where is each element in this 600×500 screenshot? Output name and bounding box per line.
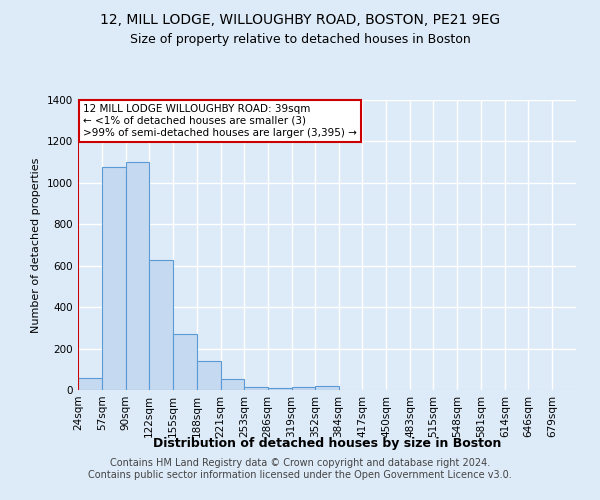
Bar xyxy=(197,361,221,390)
Bar xyxy=(149,260,173,390)
Bar xyxy=(244,387,268,390)
Bar xyxy=(268,388,292,390)
Text: Size of property relative to detached houses in Boston: Size of property relative to detached ho… xyxy=(130,32,470,46)
Bar xyxy=(78,378,102,390)
Bar xyxy=(292,387,316,390)
Bar xyxy=(316,386,338,390)
Text: Contains HM Land Registry data © Crown copyright and database right 2024.
Contai: Contains HM Land Registry data © Crown c… xyxy=(88,458,512,480)
Text: Distribution of detached houses by size in Boston: Distribution of detached houses by size … xyxy=(153,438,501,450)
Y-axis label: Number of detached properties: Number of detached properties xyxy=(31,158,41,332)
Bar xyxy=(102,168,126,390)
Text: 12, MILL LODGE, WILLOUGHBY ROAD, BOSTON, PE21 9EG: 12, MILL LODGE, WILLOUGHBY ROAD, BOSTON,… xyxy=(100,12,500,26)
Bar xyxy=(126,162,149,390)
Bar xyxy=(173,334,197,390)
Text: 12 MILL LODGE WILLOUGHBY ROAD: 39sqm
← <1% of detached houses are smaller (3)
>9: 12 MILL LODGE WILLOUGHBY ROAD: 39sqm ← <… xyxy=(83,104,357,138)
Bar xyxy=(221,378,244,390)
